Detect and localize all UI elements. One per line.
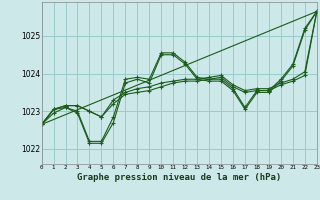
X-axis label: Graphe pression niveau de la mer (hPa): Graphe pression niveau de la mer (hPa)	[77, 173, 281, 182]
